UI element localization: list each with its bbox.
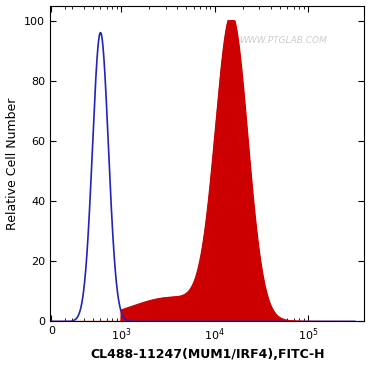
Y-axis label: Relative Cell Number: Relative Cell Number [6, 97, 18, 230]
Text: WWW.PTGLAB.COM: WWW.PTGLAB.COM [239, 36, 327, 46]
X-axis label: CL488-11247(MUM1/IRF4),FITC-H: CL488-11247(MUM1/IRF4),FITC-H [90, 348, 324, 361]
